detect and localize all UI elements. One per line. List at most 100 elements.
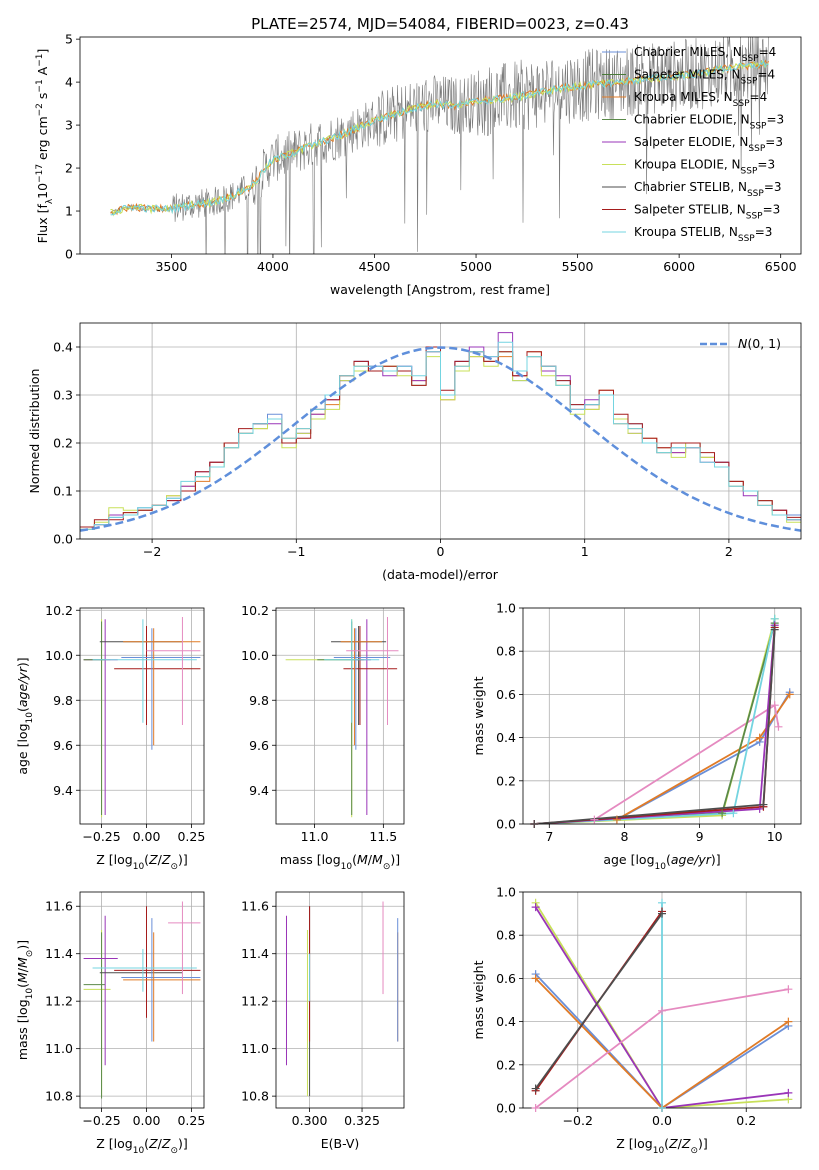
y-tick-label: 11.4 (45, 946, 73, 961)
y-axis-label: mass weight (471, 960, 486, 1039)
y-axis-label: mass weight (471, 676, 486, 755)
series-line (534, 627, 776, 824)
y-tick-label: 0.6 (496, 971, 516, 986)
legend-entry: Chabrier STELIB, NSSP=3 (634, 180, 782, 199)
x-tick-label: 5500 (562, 259, 594, 274)
y-tick-label: 0.8 (496, 644, 516, 659)
axes-weight_vs_Z: −0.2 0.0 0.2 0.0 0.2 0.4 0.6 0.8 1.0 mass weight Z… (471, 885, 802, 1156)
axes-residuals: −2 −1 0 1 2 0.0 0.1 0.2 0.3 0.4 (data-model)/error… (27, 322, 802, 582)
data-point (531, 1104, 540, 1112)
y-tick-label: 0.2 (53, 436, 73, 451)
y-tick-label: 11.2 (241, 994, 269, 1009)
x-tick-label: 0.300 (292, 1113, 328, 1128)
y-tick-label: 9.8 (249, 693, 269, 708)
legend-entry: Kroupa MILES, NSSP=4 (634, 90, 767, 109)
y-tick-label: 11.6 (45, 899, 73, 914)
y-tick-label: 9.4 (249, 783, 269, 798)
data-point (531, 974, 540, 983)
series-line (534, 622, 776, 824)
data-point (770, 701, 779, 710)
x-tick-label: 9 (696, 829, 704, 844)
y-tick-label: 0.8 (496, 928, 516, 943)
y-tick-label: 4 (65, 75, 73, 90)
plot-area-spectrum (110, 37, 769, 254)
x-tick-label: 2 (725, 544, 733, 559)
y-tick-label: 0.4 (496, 1014, 516, 1029)
y-tick-label: 9.6 (249, 738, 269, 753)
y-axis-label: age [log10(age/yr)] (15, 657, 35, 774)
model-line (110, 59, 769, 216)
legend-entry: Chabrier ELODIE, NSSP=3 (634, 113, 784, 132)
y-tick-label: 11.0 (241, 1041, 269, 1056)
x-axis-label: wavelength [Angstrom, rest frame] (330, 282, 550, 297)
gaussian-curve (80, 346, 801, 532)
y-tick-label: 10.0 (241, 648, 269, 663)
y-tick-label: 0.0 (53, 532, 73, 547)
legend-entry: N(0, 1) (738, 336, 781, 351)
y-tick-label: 3 (65, 118, 73, 133)
data-point (531, 1084, 540, 1093)
plot-area-age_vs_Z (83, 617, 201, 818)
y-axis-label: mass [log10(M/M⊙)] (15, 940, 35, 1060)
y-tick-label: 9.8 (53, 693, 73, 708)
axes-mass_vs_EBV: 0.300 0.325 10.8 11.0 11.2 11.4 11.6 E(B-V) (241, 891, 405, 1151)
legend-entry: Salpeter STELIB, NSSP=3 (634, 203, 780, 222)
data-point (774, 722, 783, 731)
axes-spectrum: 3500 4000 4500 5000 5500 6000 6500 0 1 2 3 4 5 PLATE=… (35, 15, 802, 297)
x-tick-label: 6000 (663, 259, 695, 274)
y-tick-label: 0.4 (496, 730, 516, 745)
series-line (534, 625, 776, 824)
x-tick-label: −1 (287, 544, 305, 559)
y-tick-label: 1.0 (496, 885, 516, 900)
y-tick-label: 0.2 (496, 773, 516, 788)
x-tick-label: 3500 (155, 259, 187, 274)
axes-frame (275, 607, 405, 825)
data-point (784, 1017, 793, 1026)
plot-area-weight_vs_age (534, 618, 791, 824)
plot-area-mass_vs_EBV (285, 901, 399, 1097)
x-tick-label: −0.2 (563, 1113, 593, 1128)
axes-frame (522, 607, 802, 825)
x-tick-label: 0.25 (177, 1113, 205, 1128)
data-point (658, 898, 666, 907)
x-tick-label: 10 (767, 829, 783, 844)
x-tick-label: 0.0 (652, 1113, 672, 1128)
plot-area-residuals (80, 332, 801, 532)
series-line (534, 902, 789, 1108)
data-point (590, 815, 599, 824)
legend: Chabrier MILES, NSSP=4 Salpeter MILES, NS… (602, 45, 784, 244)
y-tick-label: 0.6 (496, 687, 516, 702)
legend-entry: Kroupa ELODIE, NSSP=3 (634, 158, 775, 177)
plot-area-age_vs_mass (285, 617, 399, 818)
x-tick-label: −2 (143, 544, 161, 559)
series-line (534, 977, 789, 1108)
data-point (658, 909, 666, 918)
x-axis-label: mass [log10(M/M⊙)] (280, 852, 400, 872)
x-tick-label: 1 (581, 544, 589, 559)
y-tick-label: 11.6 (241, 899, 269, 914)
y-tick-label: 1 (65, 204, 73, 219)
data-point (530, 820, 539, 828)
series-line (534, 693, 791, 824)
plot-area-weight_vs_Z (534, 902, 789, 1108)
data-point (785, 690, 794, 699)
x-tick-label: 0.00 (133, 829, 161, 844)
y-axis-label: Normed distribution (27, 369, 42, 494)
axes-mass_vs_Z: −0.25 0.00 0.25 10.8 11.0 11.2 11.4 11.6 Z [log1… (15, 891, 205, 1156)
data-point (718, 809, 727, 818)
y-tick-label: 0.1 (53, 484, 73, 499)
x-tick-label: 5000 (460, 259, 492, 274)
series-line (534, 906, 789, 1108)
legend: N(0, 1) (700, 336, 781, 351)
y-tick-label: 11.2 (45, 994, 73, 1009)
data-point (759, 800, 768, 809)
data-point (658, 1104, 666, 1112)
series-line (534, 618, 776, 824)
x-tick-label: 8 (620, 829, 628, 844)
x-axis-label: age [log10(age/yr)] (603, 852, 720, 872)
x-tick-label: 4500 (359, 259, 391, 274)
y-tick-label: 0 (65, 247, 73, 262)
x-tick-label: 0 (437, 544, 445, 559)
x-axis-label: E(B-V) (321, 1136, 360, 1151)
